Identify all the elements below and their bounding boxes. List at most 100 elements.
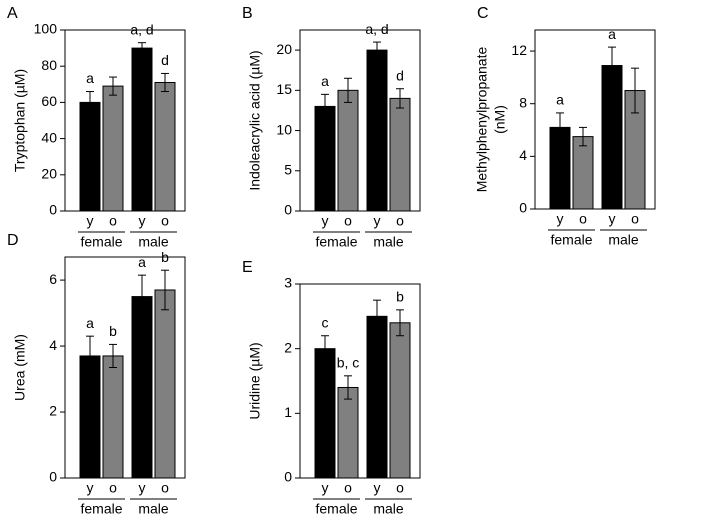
significance-label: a bbox=[608, 26, 616, 42]
y-tick-label: 12 bbox=[511, 42, 527, 58]
x-tick-label: y bbox=[139, 213, 146, 229]
bar bbox=[366, 315, 388, 479]
group-label: female bbox=[550, 232, 592, 248]
bar bbox=[102, 85, 124, 212]
panel-label: A bbox=[7, 5, 18, 22]
plot-frame bbox=[534, 29, 656, 210]
panel-label: E bbox=[242, 259, 253, 276]
bar bbox=[572, 136, 594, 210]
y-tick-label: 40 bbox=[41, 129, 57, 145]
group-label: male bbox=[608, 232, 639, 248]
x-tick-label: o bbox=[161, 213, 169, 229]
y-tick-label: 60 bbox=[41, 93, 57, 109]
y-tick-label: 2 bbox=[284, 339, 292, 355]
x-tick-label: o bbox=[631, 211, 639, 227]
significance-label: a bbox=[321, 73, 329, 89]
y-axis-label: Indoleacrylic acid (µM) bbox=[247, 50, 263, 190]
y-tick-label: 80 bbox=[41, 57, 57, 73]
bar bbox=[389, 322, 411, 479]
x-tick-label: y bbox=[609, 211, 616, 227]
significance-label: a bbox=[138, 254, 146, 270]
x-tick-label: y bbox=[322, 480, 329, 496]
x-tick-label: o bbox=[109, 213, 117, 229]
x-tick-label: o bbox=[579, 211, 587, 227]
group-label: male bbox=[138, 234, 169, 250]
x-tick-label: o bbox=[344, 213, 352, 229]
y-axis-label: Tryptophan (µM) bbox=[12, 69, 28, 172]
bar bbox=[337, 386, 359, 479]
y-tick-label: 1 bbox=[284, 404, 292, 420]
significance-label: b bbox=[109, 323, 117, 339]
group-label: female bbox=[80, 501, 122, 517]
group-label: male bbox=[373, 234, 404, 250]
y-tick-label: 20 bbox=[41, 166, 57, 182]
group-label: female bbox=[315, 501, 357, 517]
y-axis-label: Urea (mM) bbox=[12, 334, 28, 401]
significance-label: a bbox=[86, 70, 94, 86]
x-tick-label: y bbox=[139, 480, 146, 496]
bar bbox=[366, 49, 388, 212]
significance-label: d bbox=[161, 52, 169, 68]
bar bbox=[131, 296, 153, 479]
y-tick-label: 0 bbox=[49, 469, 57, 485]
plot-frame bbox=[299, 29, 421, 212]
panel-label: C bbox=[477, 5, 489, 22]
plot-frame bbox=[64, 29, 186, 212]
y-axis-label: Uridine (µM) bbox=[247, 342, 263, 419]
bar bbox=[131, 47, 153, 212]
group-label: female bbox=[315, 234, 357, 250]
y-tick-label: 4 bbox=[519, 147, 527, 163]
x-tick-label: o bbox=[161, 480, 169, 496]
x-tick-label: o bbox=[109, 480, 117, 496]
x-tick-label: y bbox=[322, 213, 329, 229]
y-tick-label: 20 bbox=[276, 41, 292, 57]
bar bbox=[102, 355, 124, 479]
y-tick-label: 10 bbox=[276, 121, 292, 137]
panel-label: D bbox=[7, 232, 19, 249]
bar bbox=[314, 105, 336, 212]
bar bbox=[601, 65, 623, 210]
x-tick-label: y bbox=[87, 213, 94, 229]
y-tick-label: 6 bbox=[49, 271, 57, 287]
significance-label: a bbox=[556, 92, 564, 108]
group-label: male bbox=[373, 501, 404, 517]
y-tick-label: 8 bbox=[519, 94, 527, 110]
bar bbox=[154, 81, 176, 212]
significance-label: d bbox=[396, 67, 404, 83]
y-tick-label: 0 bbox=[519, 200, 527, 216]
x-tick-label: y bbox=[557, 211, 564, 227]
bar bbox=[337, 89, 359, 212]
bar bbox=[79, 101, 101, 212]
bar bbox=[314, 348, 336, 479]
y-tick-label: 0 bbox=[284, 202, 292, 218]
y-tick-label: 0 bbox=[284, 469, 292, 485]
x-tick-label: y bbox=[374, 213, 381, 229]
significance-label: b, c bbox=[337, 355, 360, 371]
y-tick-label: 100 bbox=[34, 21, 58, 37]
significance-label: c bbox=[322, 314, 329, 330]
panel-label: B bbox=[242, 5, 253, 22]
y-axis-label: Methylphenylpropanate bbox=[474, 47, 490, 193]
x-tick-label: o bbox=[396, 480, 404, 496]
y-tick-label: 2 bbox=[49, 403, 57, 419]
y-tick-label: 0 bbox=[49, 202, 57, 218]
bar bbox=[389, 97, 411, 212]
x-tick-label: o bbox=[396, 213, 404, 229]
x-tick-label: y bbox=[374, 480, 381, 496]
plot-frame bbox=[299, 283, 421, 479]
y-tick-label: 5 bbox=[284, 161, 292, 177]
y-axis-label: (nM) bbox=[492, 105, 508, 134]
y-tick-label: 4 bbox=[49, 337, 57, 353]
x-tick-label: y bbox=[87, 480, 94, 496]
group-label: male bbox=[138, 501, 169, 517]
significance-label: b bbox=[396, 289, 404, 305]
significance-label: a bbox=[86, 315, 94, 331]
y-tick-label: 3 bbox=[284, 275, 292, 291]
significance-label: a, d bbox=[365, 21, 388, 37]
